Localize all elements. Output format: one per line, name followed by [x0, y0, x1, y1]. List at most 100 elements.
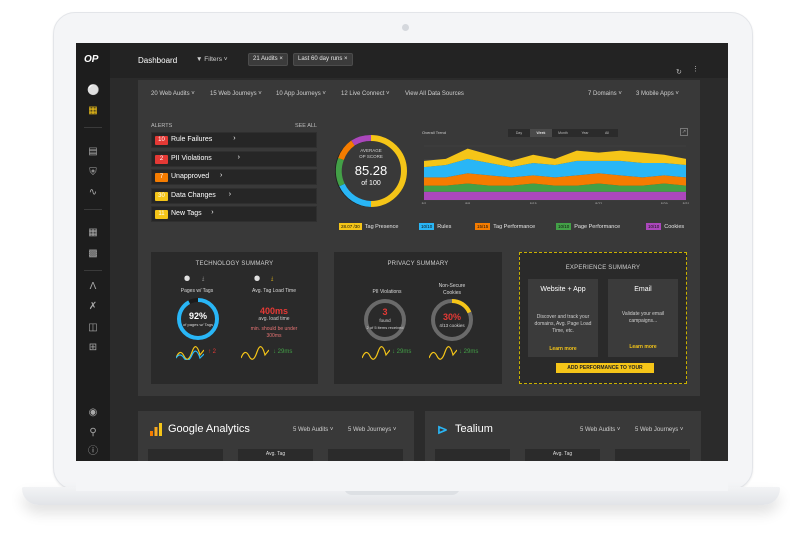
- laptop-base: [22, 487, 780, 505]
- experience-summary-card: EXPERIENCE SUMMARY Website + App Discove…: [519, 252, 687, 384]
- alert-count-badge: 10: [155, 136, 168, 145]
- learn-more-link[interactable]: Learn more: [629, 344, 657, 350]
- download-icon[interactable]: ⤓: [202, 276, 205, 282]
- range-tab[interactable]: Day: [515, 131, 523, 135]
- close-icon[interactable]: ×: [344, 56, 348, 62]
- legend-item: 10/10 Rules: [419, 215, 451, 230]
- stripes-icon[interactable]: ▩: [88, 248, 98, 259]
- integration-metric: [148, 449, 223, 461]
- gauge-blue: [339, 183, 372, 207]
- load-time-value: 400ms: [259, 306, 289, 316]
- alert-row[interactable]: 2 PII Violations ›: [151, 150, 317, 167]
- nav-divider: [84, 270, 102, 271]
- chart-title: Overall Trend: [422, 130, 447, 135]
- pii-gauge: [364, 299, 406, 341]
- audits-dropdown[interactable]: 5 Web Audits ˅: [580, 427, 621, 433]
- gauge-purple: [351, 135, 372, 146]
- chevron-right-icon: ›: [211, 209, 214, 216]
- subnav-web-audits[interactable]: 20 Web Audits ˅: [151, 91, 195, 97]
- range-tab[interactable]: Year: [581, 131, 589, 135]
- alert-label: Unapproved: [171, 173, 210, 180]
- filters-button[interactable]: ▼ Filters ˅: [196, 56, 228, 63]
- subnav-app-journeys[interactable]: 10 App Journeys ˅: [276, 91, 326, 97]
- journeys-dropdown[interactable]: 5 Web Journeys ˅: [348, 427, 397, 433]
- mobile-apps-dropdown[interactable]: 3 Mobile Apps ˅: [636, 91, 679, 97]
- toggle-icon[interactable]: ◉: [88, 407, 98, 418]
- close-icon[interactable]: ×: [279, 56, 283, 62]
- dashboard-icon[interactable]: ▦: [88, 105, 98, 116]
- score-value: 85.28: [354, 163, 388, 178]
- learn-more-link[interactable]: Learn more: [549, 346, 577, 352]
- bell-icon[interactable]: ⚪: [87, 85, 100, 96]
- tools-icon[interactable]: ✗: [88, 301, 98, 312]
- legend-badge: 28.07 /30: [339, 223, 362, 230]
- grid-icon[interactable]: ▦: [88, 227, 98, 238]
- trend-icon[interactable]: ∿: [88, 187, 98, 198]
- alert-label: PII Violations: [171, 154, 212, 162]
- cookies-label-2: Cookies: [442, 290, 462, 296]
- add-performance-button[interactable]: ADD PERFORMANCE TO YOUR: [556, 363, 654, 373]
- expand-icon[interactable]: ↗: [680, 128, 688, 136]
- report-icon[interactable]: ▤: [88, 146, 98, 157]
- website-app-box[interactable]: Website + App Discover and track your do…: [528, 279, 598, 357]
- copy-icon[interactable]: ◫: [88, 322, 98, 333]
- range-tab[interactable]: All: [605, 131, 609, 135]
- range-tab[interactable]: Month: [558, 131, 568, 135]
- alert-row[interactable]: 10 Rule Failures ›: [151, 132, 317, 148]
- subnav-web-journeys[interactable]: 15 Web Journeys ˅: [210, 91, 262, 97]
- integration-metric: [435, 449, 510, 461]
- search-icon[interactable]: ⚲: [89, 427, 97, 438]
- chevron-right-icon: ›: [233, 135, 236, 142]
- shield-icon[interactable]: ⛨: [89, 167, 97, 178]
- email-box[interactable]: Email Validate your email campaigns... L…: [608, 279, 678, 357]
- logo[interactable]: OP: [84, 54, 99, 65]
- legend-badge: 10/10: [646, 223, 662, 230]
- pii-delta: ↓ 29ms: [392, 349, 412, 355]
- google-analytics-icon: [150, 423, 162, 436]
- tealium-card: ⊳ Tealium 5 Web Audits ˅ 5 Web Journeys …: [425, 411, 701, 461]
- sparkline: [429, 346, 457, 360]
- see-all-link[interactable]: SEE ALL: [294, 123, 317, 129]
- legend-item: 10/10 Cookies: [646, 215, 684, 230]
- refresh-icon[interactable]: ↻: [676, 69, 682, 76]
- alert-row[interactable]: 30 Data Changes ›: [151, 187, 317, 204]
- view-all-sources-link[interactable]: View All Data Sources: [405, 91, 464, 97]
- chip-label: Last 60 day runs: [298, 56, 343, 62]
- tag-load-time-label: Avg. Tag Load Time: [251, 288, 296, 294]
- score-label-2: OP SCORE: [359, 154, 383, 159]
- compass-icon[interactable]: Λ: [89, 281, 97, 292]
- journeys-dropdown[interactable]: 5 Web Journeys ˅: [635, 427, 684, 433]
- legend-item: 10/10 Page Performance: [556, 215, 620, 230]
- alert-row[interactable]: 11 New Tags ›: [151, 206, 317, 222]
- filter-chip[interactable]: Last 60 day runs ×: [293, 53, 353, 66]
- more-icon[interactable]: ⋮: [692, 66, 699, 73]
- sparkline: [241, 346, 269, 360]
- bell-icon[interactable]: ⚪: [184, 276, 191, 282]
- privacy-summary-card: PRIVACY SUMMARY PII Violations 3 found 2…: [334, 252, 502, 384]
- legend-badge: 10/10: [556, 223, 572, 230]
- gauge-orange: [338, 140, 355, 161]
- bell-icon[interactable]: ⚪: [254, 276, 261, 282]
- alerts-header: ALERTS SEE ALL: [151, 123, 317, 129]
- range-tab[interactable]: Week: [530, 129, 552, 137]
- score-label-1: AVERAGE: [360, 148, 382, 153]
- add-icon[interactable]: ⊞: [88, 342, 98, 353]
- pages-percent: 92%: [188, 311, 207, 321]
- chevron-right-icon: ›: [220, 172, 223, 179]
- cookies-sub: 4/13 cookies: [439, 323, 465, 328]
- left-nav: OP ⚪ ▦ ▤ ⛨ ∿ ▦ ▩ Λ ✗ ◫ ⊞ ◉ ⚲ ⓘ: [76, 43, 110, 461]
- help-icon[interactable]: ⓘ: [88, 446, 98, 457]
- subnav-live-connect[interactable]: 12 Live Connect ˅: [341, 91, 390, 97]
- pii-found-sub: found: [379, 318, 391, 323]
- filter-chip[interactable]: 21 Audits ×: [248, 53, 288, 66]
- domains-dropdown[interactable]: 7 Domains ˅: [588, 91, 622, 97]
- gauge-green: [335, 157, 345, 187]
- alert-row[interactable]: 7 Unapproved ›: [151, 169, 317, 185]
- legend-item: 15/15 Tag Performance: [475, 215, 535, 230]
- legend-label: Tag Performance: [493, 224, 536, 230]
- download-icon[interactable]: ⤓: [271, 276, 274, 282]
- audits-dropdown[interactable]: 5 Web Audits ˅: [293, 427, 334, 433]
- range-tabs: Day Week Month Year All: [508, 129, 618, 137]
- alert-label: Rule Failures: [171, 136, 213, 143]
- box-title: Website + App: [540, 286, 586, 293]
